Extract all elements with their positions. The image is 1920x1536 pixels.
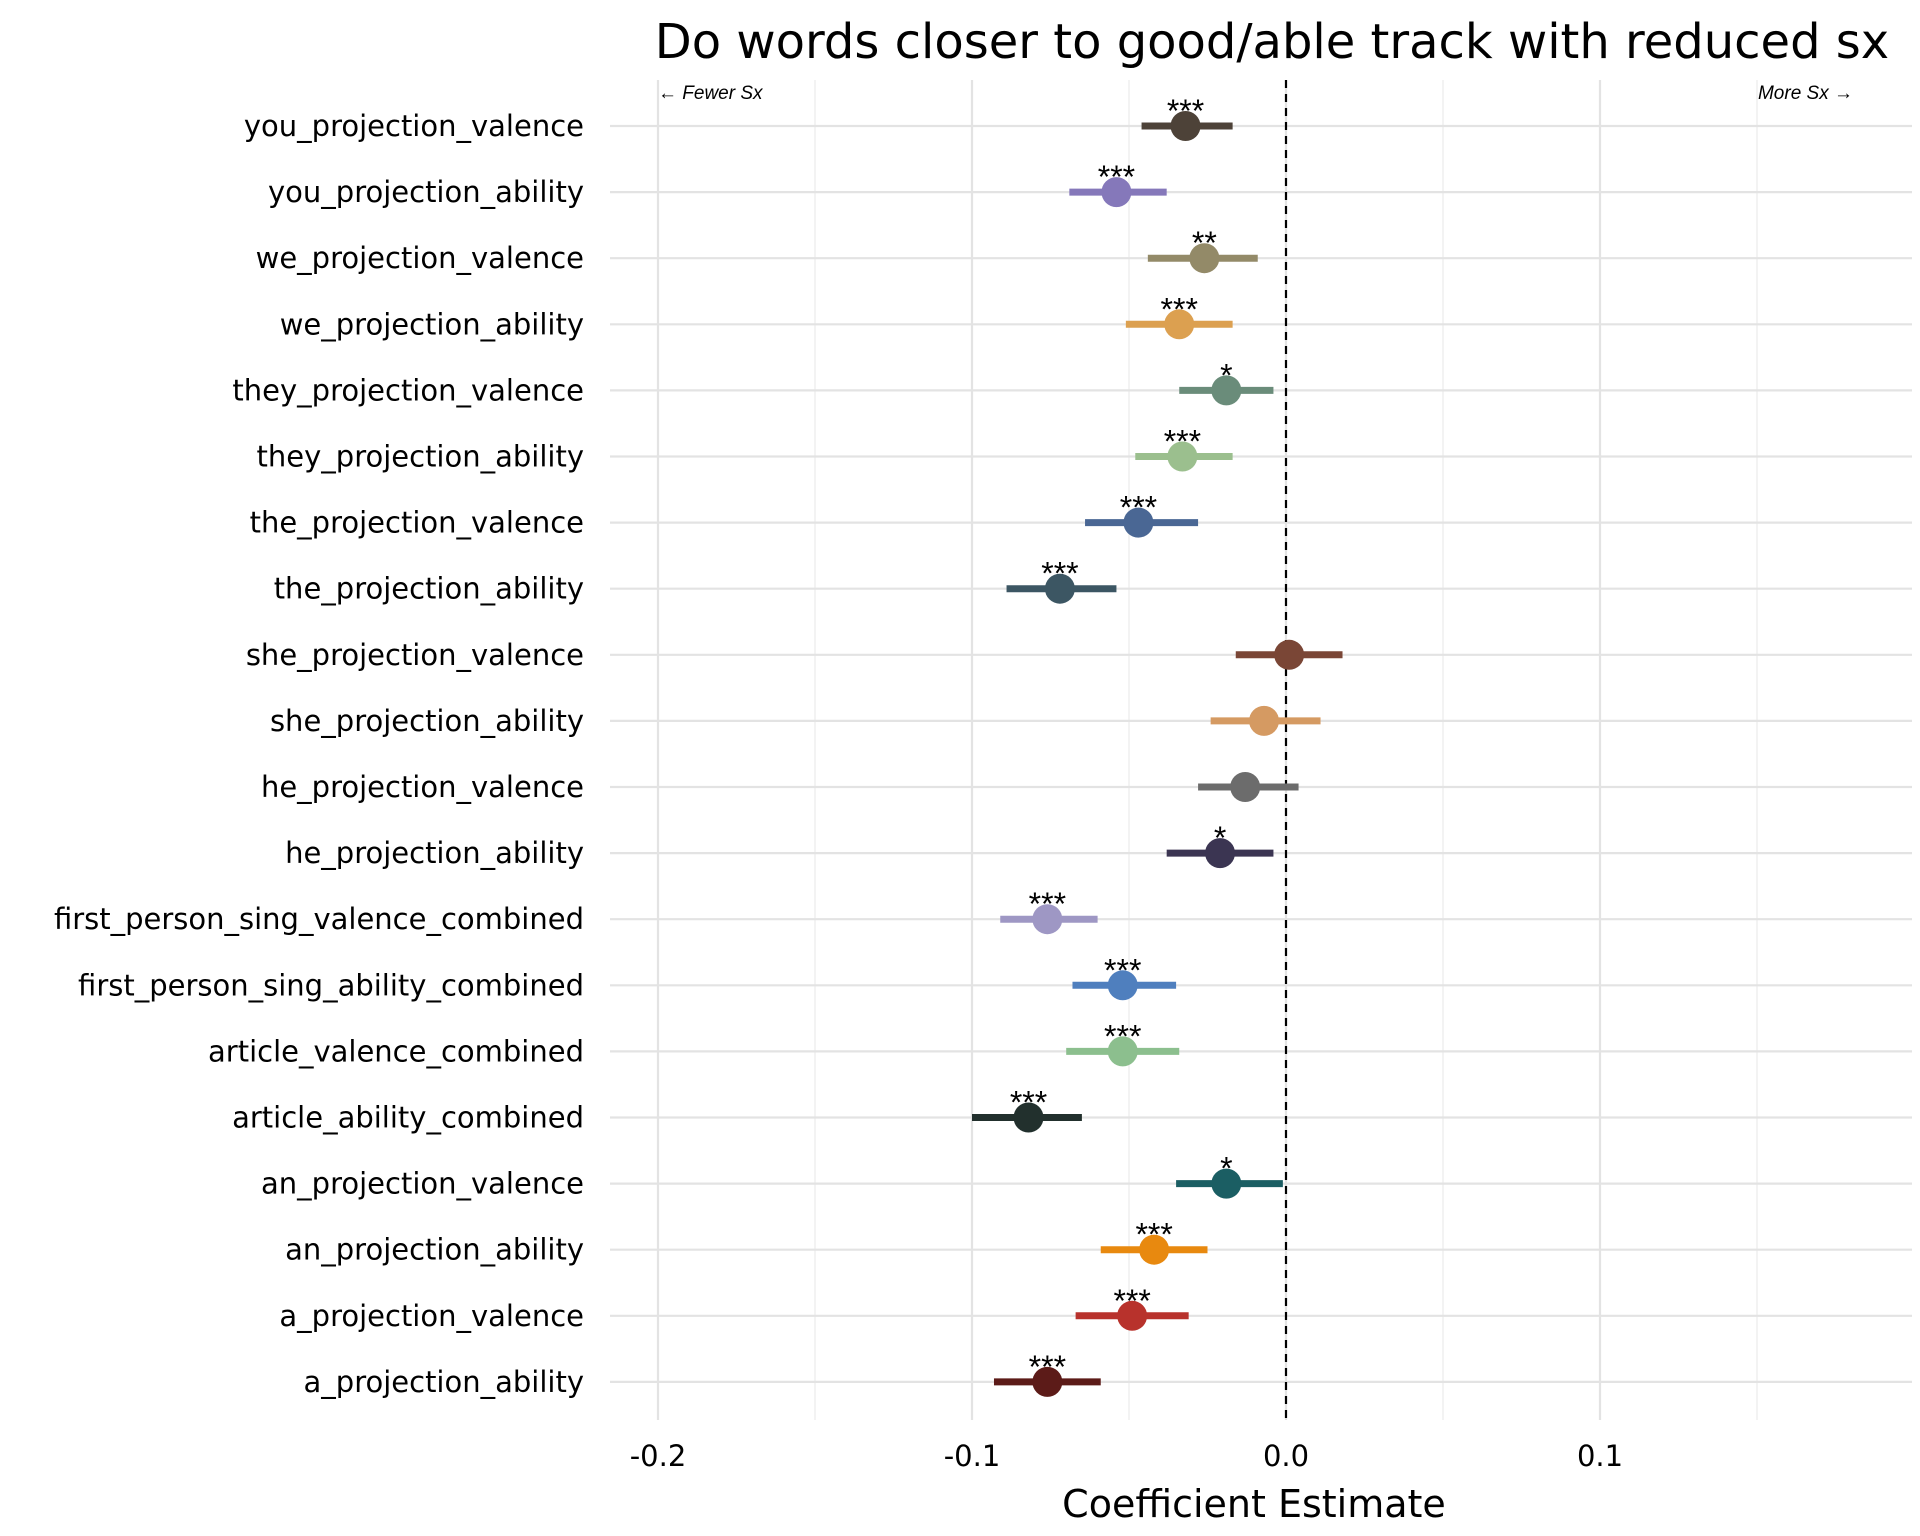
estimate-point	[1205, 838, 1236, 869]
y-axis-label: the_projection_valence	[250, 506, 584, 540]
y-axis-label: a_projection_ability	[304, 1365, 584, 1399]
estimate-point	[1044, 573, 1075, 604]
y-axis-labels: you_projection_valence you_projection_abi…	[54, 109, 584, 1399]
estimate-point	[1211, 1168, 1242, 1199]
estimate-point	[1032, 904, 1063, 935]
significance-label: ***	[1161, 291, 1198, 327]
chart-title: Do words closer to good/able track with …	[655, 14, 1889, 70]
significance-label: ***	[1029, 886, 1066, 922]
y-axis-label: first_person_sing_ability_combined	[78, 968, 584, 1002]
x-axis-label: Coefficient Estimate	[1062, 1482, 1446, 1526]
x-tick-label: -0.1	[944, 1439, 1001, 1473]
significance-label: *	[1220, 1151, 1232, 1187]
significance-label: **	[1192, 225, 1217, 261]
estimate-point	[1107, 970, 1138, 1001]
significance-label: ***	[1135, 1217, 1172, 1253]
estimate-point	[1170, 111, 1201, 141]
y-axis-label: an_projection_valence	[261, 1167, 584, 1201]
y-axis-label: you_projection_ability	[268, 175, 584, 209]
estimate-point	[1167, 441, 1198, 472]
x-axis-ticks: -0.2 -0.1 0.0 0.1	[630, 1439, 1623, 1473]
y-axis-label: you_projection_valence	[244, 109, 584, 143]
y-axis-label: we_projection_valence	[256, 241, 584, 275]
estimate-point	[1117, 1300, 1148, 1331]
y-axis-label: a_projection_valence	[279, 1299, 584, 1333]
y-axis-label: he_projection_valence	[261, 770, 584, 804]
x-tick-label: 0.0	[1263, 1439, 1309, 1473]
estimate-point	[1139, 1234, 1170, 1265]
significance-label: ***	[1041, 556, 1078, 592]
significance-label: ***	[1120, 490, 1157, 526]
significance-label: ***	[1113, 1283, 1150, 1319]
y-axis-label: she_projection_valence	[246, 638, 584, 672]
y-axis-label: they_projection_valence	[232, 373, 584, 407]
y-axis-label: we_projection_ability	[280, 307, 584, 341]
y-axis-label: they_projection_ability	[257, 440, 584, 474]
significance-label: *	[1220, 357, 1232, 393]
y-axis-label: article_valence_combined	[208, 1034, 584, 1068]
y-axis-label: she_projection_ability	[270, 704, 584, 738]
estimate-point	[1249, 705, 1280, 736]
y-axis-label: an_projection_ability	[285, 1233, 584, 1267]
y-axis-label: first_person_sing_valence_combined	[54, 902, 584, 936]
estimate-point	[1274, 639, 1305, 670]
fewer-sx-annotation: ← Fewer Sx	[658, 83, 764, 104]
estimate-point	[1211, 375, 1242, 406]
estimate-point	[1101, 177, 1132, 208]
estimate-point	[1189, 243, 1220, 274]
significance-label: ***	[1098, 159, 1135, 195]
y-axis-label: article_ability_combined	[232, 1101, 584, 1135]
y-axis-label: he_projection_ability	[285, 836, 584, 870]
estimate-point	[1123, 507, 1154, 538]
estimate-point	[1164, 309, 1195, 340]
estimate-point	[1032, 1366, 1063, 1397]
data-marks: ****************************************…	[972, 93, 1343, 1397]
significance-label: ***	[1010, 1085, 1047, 1121]
x-tick-label: 0.1	[1577, 1439, 1623, 1473]
significance-label: ***	[1164, 424, 1201, 460]
significance-label: ***	[1167, 93, 1204, 129]
y-axis-label: the_projection_ability	[274, 572, 584, 606]
x-tick-label: -0.2	[630, 1439, 687, 1473]
significance-label: ***	[1029, 1349, 1066, 1385]
more-sx-annotation: More Sx →	[1758, 83, 1853, 104]
estimate-point	[1013, 1102, 1044, 1133]
grid-lines	[610, 80, 1912, 1420]
significance-label: ***	[1104, 952, 1141, 988]
significance-label: *	[1214, 820, 1226, 856]
estimate-point	[1230, 772, 1261, 802]
estimate-point	[1107, 1036, 1138, 1067]
significance-label: ***	[1104, 1018, 1141, 1054]
